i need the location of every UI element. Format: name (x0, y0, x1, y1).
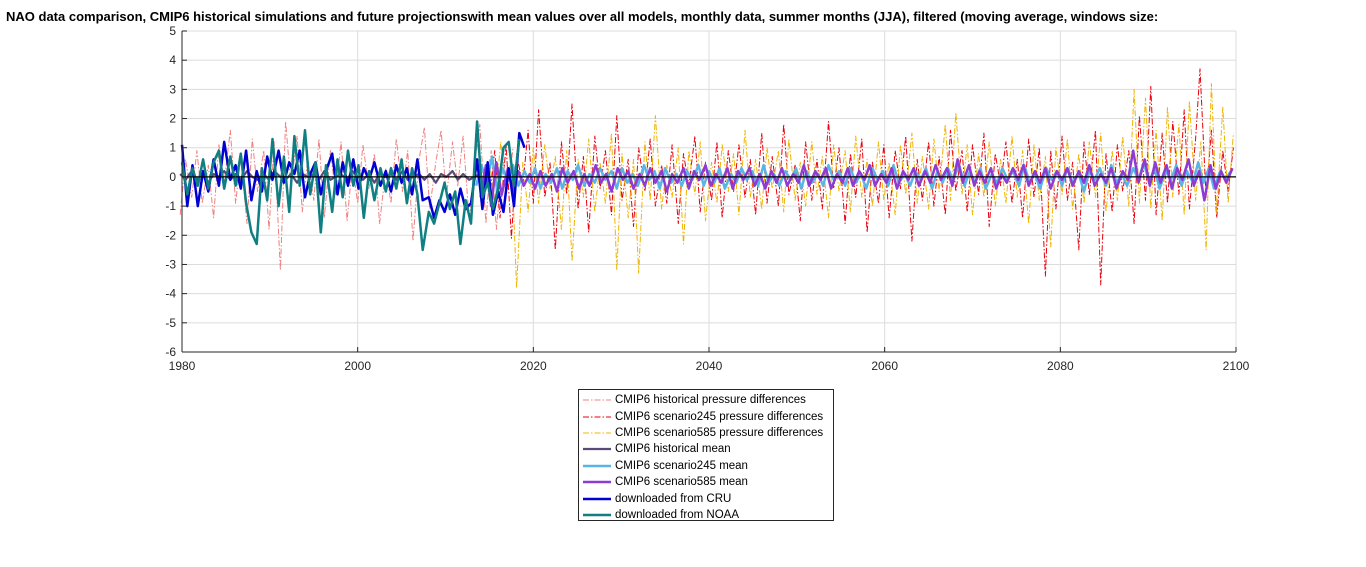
legend-swatch (583, 416, 611, 418)
legend-item: CMIP6 scenario585 mean (579, 474, 833, 490)
series-line-0 (179, 121, 514, 271)
y-tick-label: 4 (169, 53, 176, 67)
legend-swatch (583, 464, 611, 467)
y-tick-label: 3 (169, 82, 176, 96)
legend-swatch (583, 497, 611, 500)
y-tick-label: -6 (165, 345, 176, 359)
legend-swatch (583, 432, 611, 434)
series-line-7 (180, 120, 521, 252)
legend-item: downloaded from CRU (579, 490, 833, 506)
legend-label: CMIP6 scenario585 pressure differences (615, 426, 824, 439)
legend-label: CMIP6 scenario245 mean (615, 459, 748, 472)
x-tick-label: 2040 (696, 359, 723, 373)
legend-item: CMIP6 scenario245 mean (579, 458, 833, 474)
legend-swatch (583, 399, 611, 401)
y-tick-label: -4 (165, 287, 176, 301)
legend-label: downloaded from CRU (615, 492, 732, 505)
series-line-1 (488, 68, 1234, 286)
x-tick-label: 2100 (1223, 359, 1250, 373)
legend-label: CMIP6 historical mean (615, 443, 731, 456)
legend-swatch (583, 480, 611, 484)
legend-swatch (583, 448, 611, 451)
legend: CMIP6 historical pressure differences CMI… (578, 389, 834, 521)
legend-item: downloaded from NOAA (579, 507, 833, 523)
legend-label: downloaded from NOAA (615, 508, 740, 521)
x-tick-label: 1980 (169, 359, 196, 373)
legend-item: CMIP6 scenario585 pressure differences (579, 425, 833, 441)
y-tick-label: -5 (165, 316, 176, 330)
x-tick-label: 2000 (344, 359, 371, 373)
legend-item: CMIP6 historical pressure differences (579, 392, 833, 408)
legend-label: CMIP6 historical pressure differences (615, 394, 806, 407)
y-tick-label: 1 (169, 141, 176, 155)
x-tick-label: 2080 (1047, 359, 1074, 373)
legend-item: CMIP6 scenario245 pressure differences (579, 408, 833, 424)
legend-swatch (583, 513, 611, 517)
y-tick-label: 5 (169, 24, 176, 38)
y-tick-label: -3 (165, 257, 176, 271)
x-tick-label: 2020 (520, 359, 547, 373)
legend-label: CMIP6 scenario585 mean (615, 476, 748, 489)
x-tick-label: 2060 (871, 359, 898, 373)
legend-label: CMIP6 scenario245 pressure differences (615, 410, 824, 423)
chart-title: NAO data comparison, CMIP6 historical si… (6, 9, 1159, 24)
tick-labels: 1980 2000 2020 2040 2060 2080 2100 5 4 3 2 1 0 -1 -2 -3… (165, 24, 1249, 373)
y-tick-label: 2 (169, 112, 176, 126)
axes (181, 30, 1237, 353)
series-line-5 (479, 149, 1234, 208)
y-tick-label: -1 (165, 199, 176, 213)
y-tick-label: -2 (165, 228, 176, 242)
y-tick-label: 0 (169, 170, 176, 184)
series-layer (179, 68, 1234, 289)
legend-item: CMIP6 historical mean (579, 441, 833, 457)
